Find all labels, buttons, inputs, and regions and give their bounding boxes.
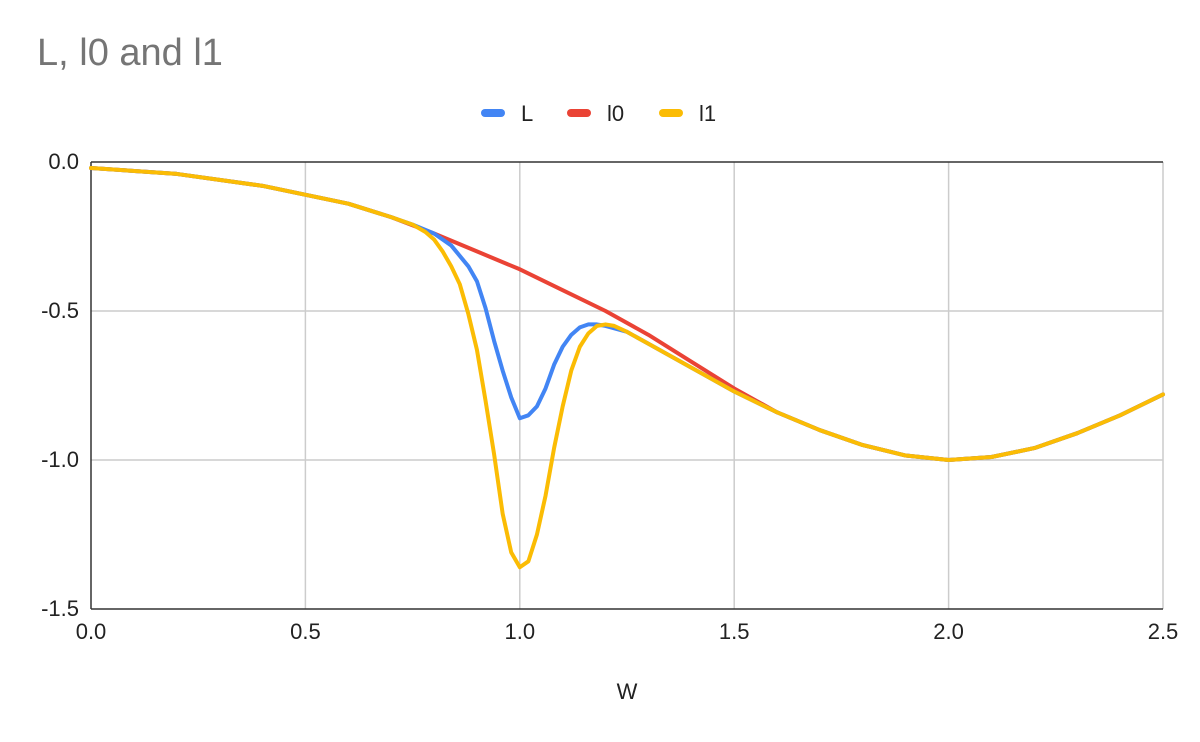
series-line-l [89, 165, 1165, 462]
y-tick-label: -1.5 [41, 596, 79, 621]
axis-layer: 0.0 0.5 1.0 1.5 2.0 2.5 0.0 -0.5 -1.0 -1.5 [41, 149, 1178, 644]
x-tick-label: 2.5 [1148, 619, 1179, 644]
x-axis-title: W [617, 679, 638, 704]
y-tick-label: -1.0 [41, 447, 79, 472]
series-layer [89, 165, 1165, 570]
series-line-l1 [89, 165, 1165, 570]
legend-label: l0 [607, 101, 624, 126]
y-tick-label: -0.5 [41, 298, 79, 323]
x-tick-label: 0.5 [290, 619, 321, 644]
legend-swatch [567, 109, 591, 117]
legend-label: l1 [699, 101, 716, 126]
grid-layer [91, 161, 1164, 609]
legend-label: L [521, 101, 533, 126]
x-tick-label: 1.0 [505, 619, 536, 644]
chart-title: L, l0 and l1 [37, 32, 223, 74]
series-line-l0 [89, 165, 1165, 462]
y-tick-label: 0.0 [48, 149, 79, 174]
x-tick-label: 2.0 [933, 619, 964, 644]
legend-item-l[interactable]: L [481, 101, 533, 126]
legend-swatch [481, 109, 505, 117]
legend-item-l1[interactable]: l1 [659, 101, 716, 126]
legend-swatch [659, 109, 683, 117]
legend-item-l0[interactable]: l0 [567, 101, 624, 126]
x-tick-label: 1.5 [719, 619, 750, 644]
x-tick-label: 0.0 [76, 619, 107, 644]
